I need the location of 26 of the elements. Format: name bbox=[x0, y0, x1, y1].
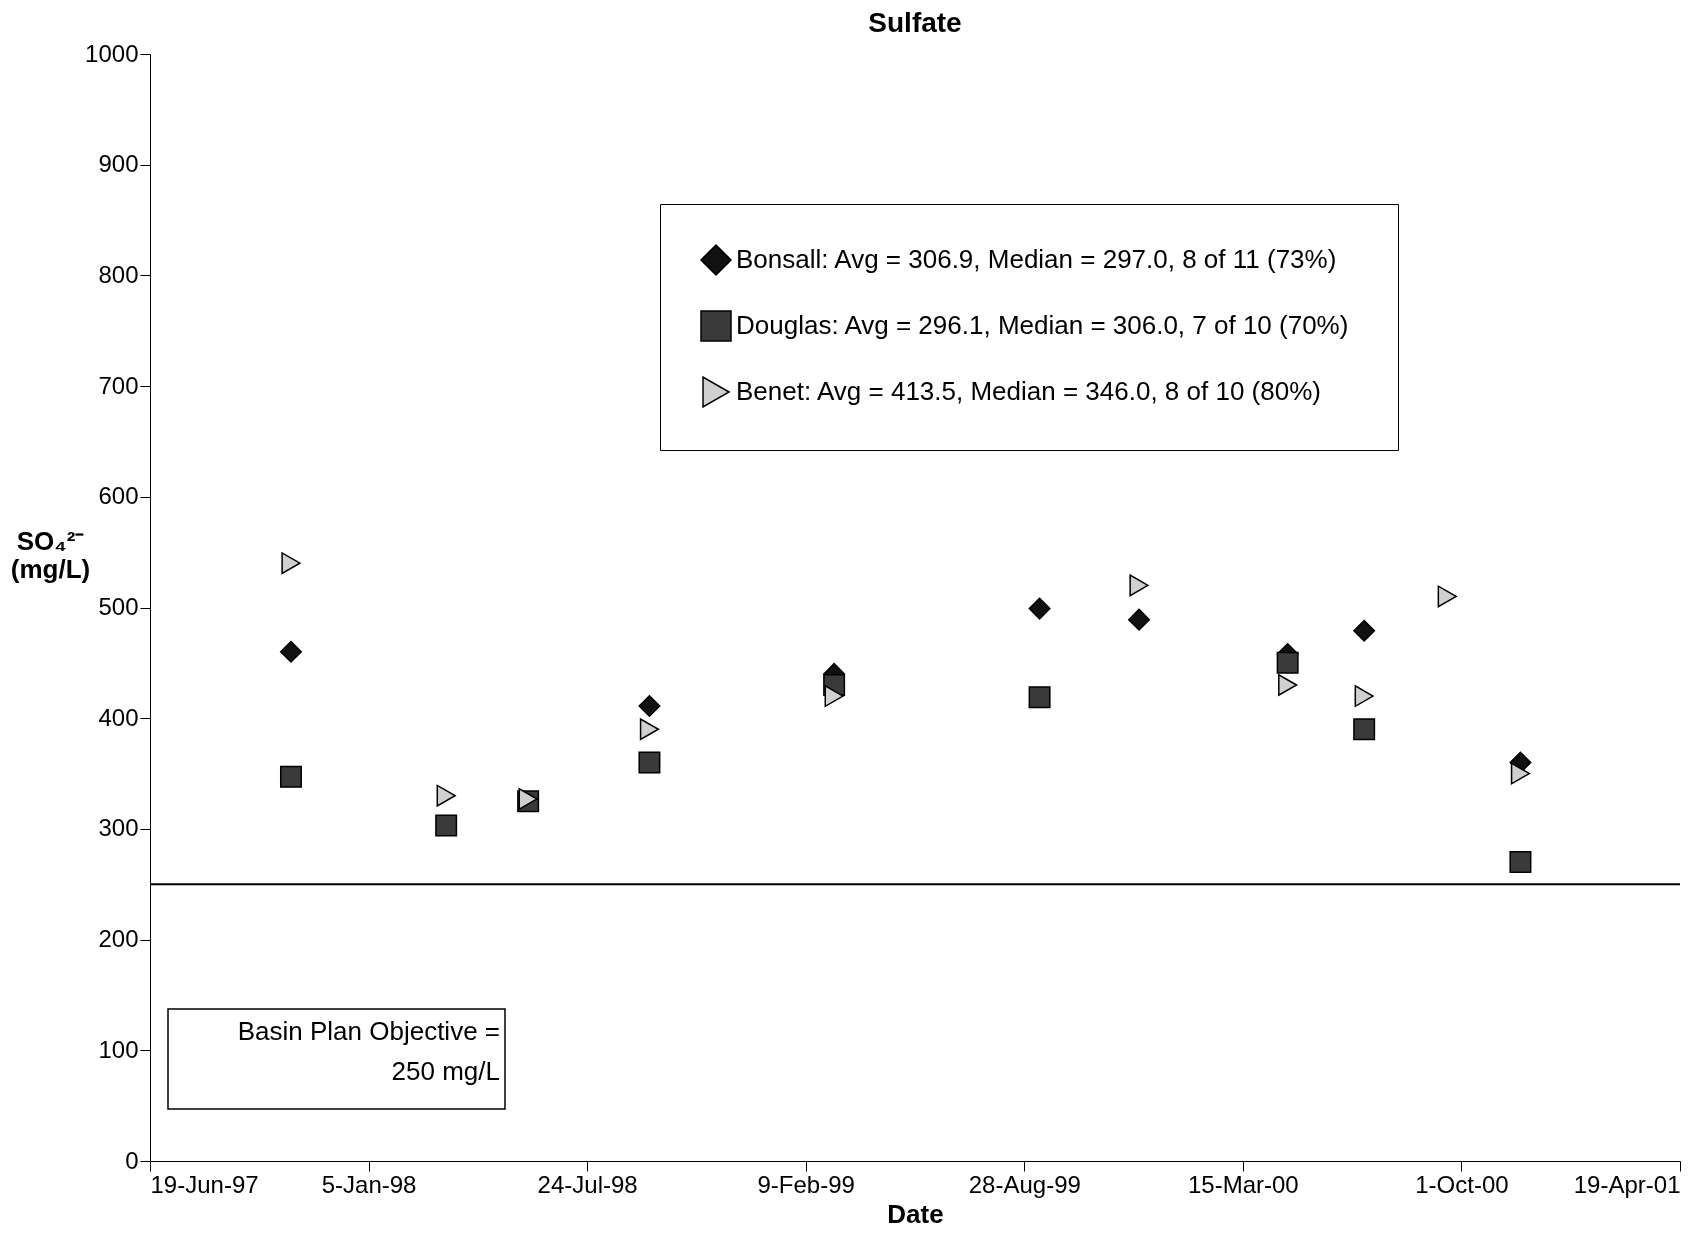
x-tick-label: 19-Apr-01 bbox=[1573, 1170, 1681, 1198]
annotation: Basin Plan Objective = 250 mg/L bbox=[237, 1016, 500, 1086]
legend-label: Bonsall: Avg = 306.9, Median = 297.0, 8 of 11 (73%) bbox=[736, 244, 1337, 274]
y-tick-label: 700 bbox=[98, 371, 139, 399]
chart-title: Sulfate bbox=[868, 7, 962, 38]
legend-label: Benet: Avg = 413.5, Median = 346.0, 8 of 10 (80%) bbox=[736, 376, 1321, 406]
y-tick-label: 400 bbox=[98, 703, 139, 731]
x-tick-label: 5-Jan-98 bbox=[321, 1170, 417, 1198]
x-tick-label: 1-Oct-00 bbox=[1415, 1170, 1509, 1198]
x-tick-label: 15-Mar-00 bbox=[1188, 1170, 1299, 1198]
y-tick-label: 0 bbox=[125, 1146, 139, 1174]
x-tick-label: 9-Feb-99 bbox=[757, 1170, 855, 1198]
x-tick-label: 28-Aug-99 bbox=[968, 1170, 1081, 1198]
y-tick-label: 900 bbox=[98, 150, 139, 178]
y-tick-label: 300 bbox=[98, 814, 139, 842]
legend-label: Douglas: Avg = 296.1, Median = 306.0, 7 of 10 (70%) bbox=[736, 310, 1349, 340]
y-tick-label: 500 bbox=[98, 593, 139, 620]
y-tick-label: 200 bbox=[98, 925, 139, 953]
y-tick-label: 800 bbox=[98, 260, 139, 288]
y-tick-label: 100 bbox=[98, 1035, 139, 1063]
x-axis-title: Date bbox=[887, 1198, 944, 1229]
y-tick-label: 1000 bbox=[85, 39, 139, 67]
y-tick-label: 600 bbox=[98, 482, 139, 510]
x-tick-label: 24-Jul-98 bbox=[537, 1170, 638, 1198]
x-tick-label: 19-Jun-97 bbox=[150, 1170, 259, 1198]
y-axis-title: SO₄²⁻ (mg/L) bbox=[10, 525, 91, 584]
